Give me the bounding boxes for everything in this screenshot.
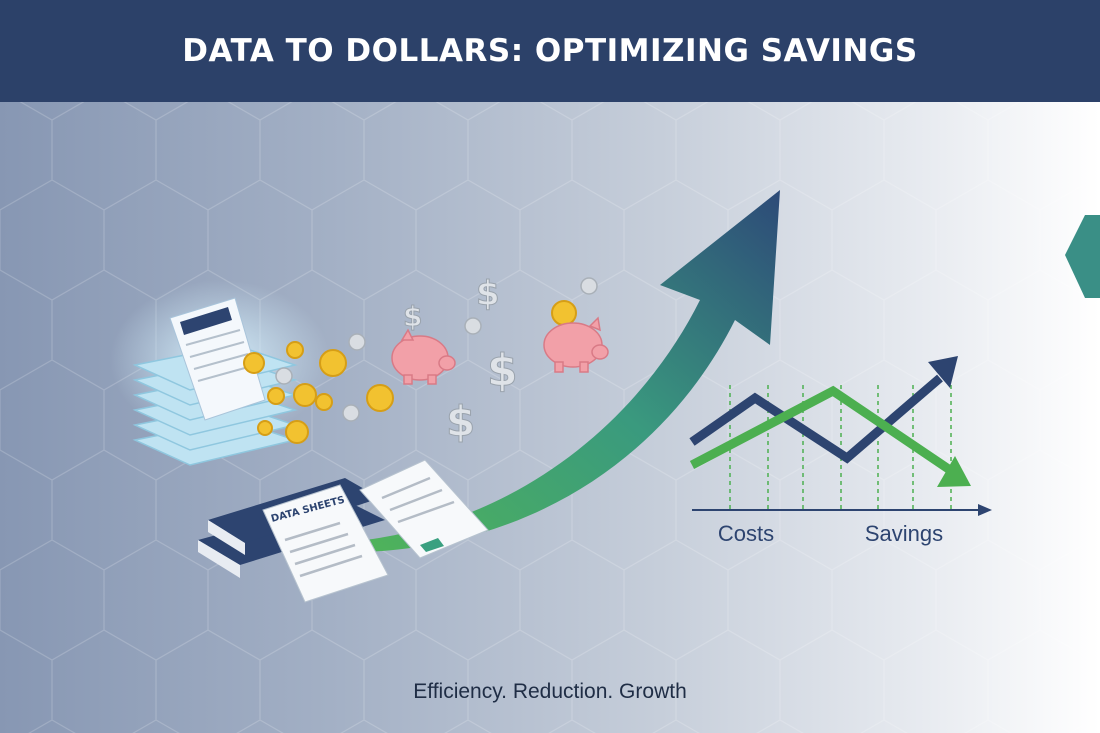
page-title: DATA TO DOLLARS: OPTIMIZING SAVINGS [182,33,918,69]
costs-label: Costs [718,521,774,546]
savings-label: Savings [865,521,943,546]
tagline: Efficiency. Reduction. Growth [413,680,687,703]
svg-text:$: $ [446,397,475,446]
gold-coin-icon [243,300,577,444]
header-banner: DATA TO DOLLARS: OPTIMIZING SAVINGS [0,0,1100,102]
silver-coin-icon [275,277,598,422]
dollar-sign-icon: $ $ $ $ [403,274,519,447]
data-sheet-document: DATA SHEETS [262,459,489,603]
piggy-bank-icon [543,316,609,373]
line-chart-icon: Costs Savings [689,356,992,546]
piggy-bank-icon [391,328,456,385]
growth-arrow-icon [365,190,780,552]
costs-line [689,374,943,464]
savings-line [689,385,953,474]
illustration: $ $ $ $ DATA SHEETS [0,102,1100,733]
svg-text:$: $ [476,274,500,314]
svg-text:$: $ [487,345,518,396]
hexagon-accent [1065,215,1100,298]
svg-text:$: $ [403,300,422,333]
